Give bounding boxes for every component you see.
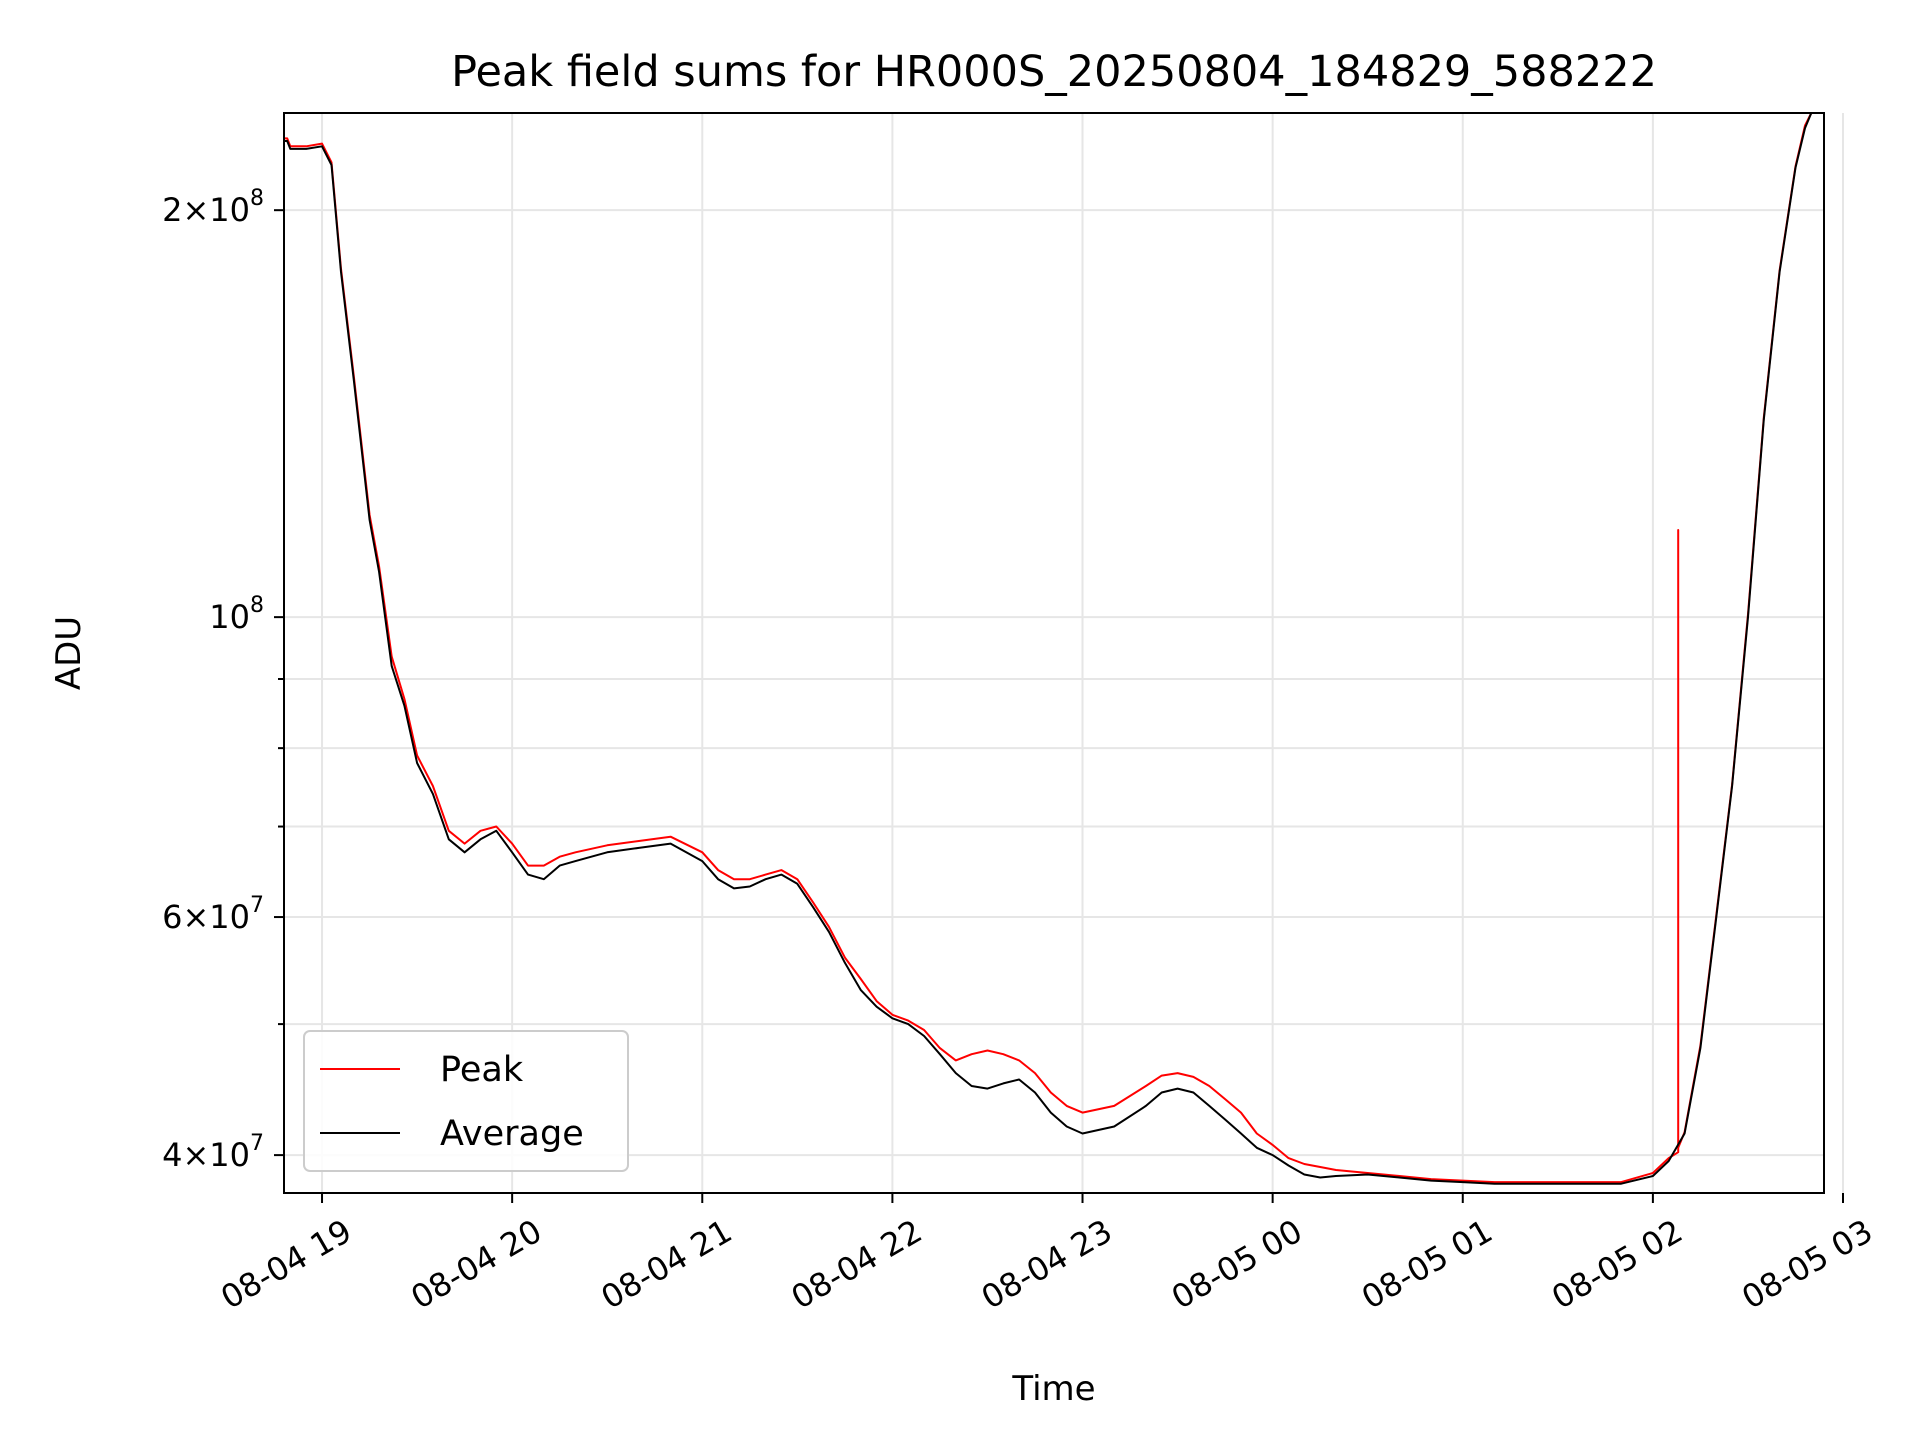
y-tick-times: × [182,1136,209,1174]
series-layer [284,112,1813,1185]
y-tick-exponent: 8 [250,186,264,211]
y-axis-label: ADU [49,616,89,690]
y-tick-label: 6×107 [162,893,264,936]
chart-title: Peak field sums for HR000S_20250804_1848… [451,47,1657,97]
y-tick-label: 4×107 [162,1131,264,1174]
x-axis-label: Time [1011,1369,1095,1409]
legend: Peak Average [303,1030,629,1172]
y-tick-exponent: 7 [250,893,264,918]
legend-label-average: Average [440,1114,584,1154]
legend-box [303,1030,629,1172]
y-tick-base: 10 [209,598,250,636]
series-line-peak [284,112,1813,1184]
y-tick-mantissa: 4 [162,1136,182,1174]
y-tick-base: 10 [209,898,250,936]
y-tick-label: 2×108 [162,186,264,229]
y-tick-times: × [182,191,209,229]
y-tick-base: 10 [209,1136,250,1174]
y-tick-label: 108 [209,593,264,636]
y-tick-times: × [182,898,209,936]
y-tick-exponent: 8 [250,593,264,618]
legend-label-peak: Peak [440,1050,524,1090]
y-tick-mantissa: 6 [162,898,182,936]
series-line-average [284,112,1813,1185]
y-tick-exponent: 7 [250,1131,264,1156]
y-tick-base: 10 [209,191,250,229]
grid [284,113,1845,1193]
y-tick-mantissa: 2 [162,191,182,229]
plot-frame [283,112,1825,1194]
